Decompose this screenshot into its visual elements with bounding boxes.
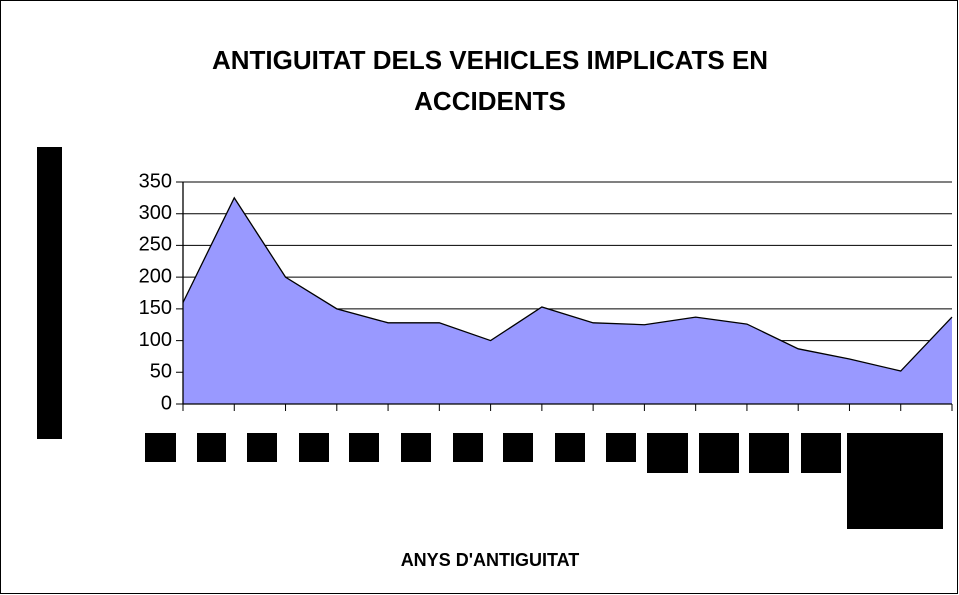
area — [183, 197, 952, 404]
redacted-y-label — [37, 147, 62, 439]
y-tick-label: 350 — [139, 170, 172, 192]
x-axis-title: ANYS D'ANTIGUITAT — [401, 550, 580, 570]
y-tick-label: 150 — [139, 297, 172, 319]
y-tick-label: 200 — [139, 265, 172, 287]
y-tick-label: 50 — [150, 361, 172, 383]
y-tick-label: 100 — [139, 329, 172, 351]
area-line — [182, 196, 953, 372]
y-tick-label: 0 — [161, 392, 172, 414]
y-tick-label: 250 — [139, 234, 172, 256]
y-tick-label: 300 — [139, 202, 172, 224]
chart-title: ANTIGUITAT DELS VEHICLES IMPLICATS EN AC… — [211, 45, 769, 116]
redacted-x-labels — [145, 433, 943, 529]
